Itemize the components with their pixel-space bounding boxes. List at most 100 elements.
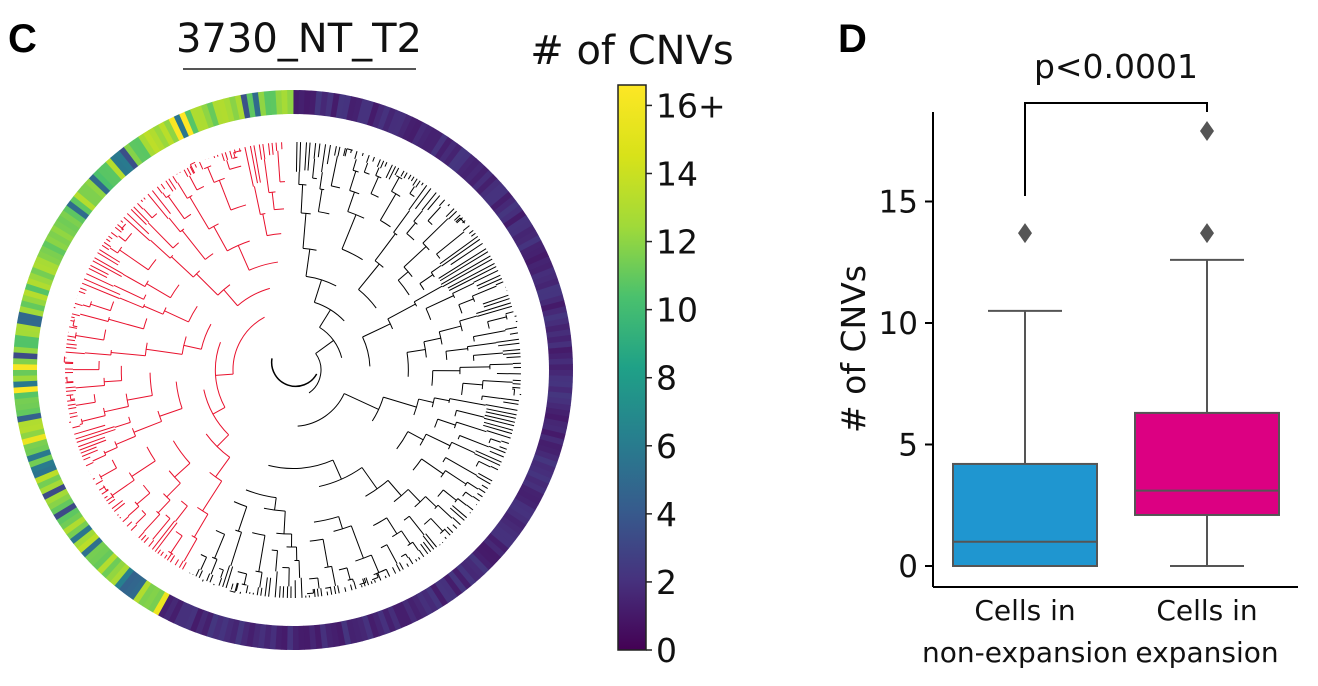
- tree-leaf-branch: [260, 587, 263, 596]
- cnv-ring-cell: [234, 94, 246, 120]
- cnv-ring-cell: [438, 577, 458, 601]
- cnv-ring-cell: [66, 200, 90, 220]
- tree-leaf-branch: [195, 568, 200, 577]
- tree-stem: [157, 499, 171, 514]
- cnv-ring-cell: [366, 101, 380, 127]
- cnv-ring-cell: [53, 502, 77, 521]
- tree-stem: [106, 488, 109, 491]
- tree-stem: [189, 164, 196, 174]
- tree-stem: [243, 573, 248, 585]
- tree-arc: [409, 193, 415, 197]
- tree-stem: [79, 423, 83, 425]
- cnv-ring-cell: [425, 586, 444, 610]
- colorbar-tick-label: 2: [656, 563, 677, 602]
- cnv-ring-cell: [56, 506, 80, 525]
- cnv-ring-cell: [73, 191, 97, 211]
- tree-arc: [143, 318, 148, 330]
- tree-stem: [274, 497, 277, 511]
- tree-leaf-branch: [120, 220, 124, 223]
- tree-leaf-branch: [422, 541, 432, 553]
- tree-leaf-branch: [408, 185, 428, 211]
- tree-arc: [297, 393, 345, 427]
- tree-stem: [218, 180, 232, 211]
- tree-arc: [373, 517, 388, 527]
- cnv-ring-cell: [439, 140, 458, 164]
- significance-bracket: p<0.0001: [1024, 47, 1208, 196]
- tree-leaf-branch: [385, 569, 391, 577]
- tree-arc: [308, 353, 322, 394]
- cnv-ring-cell: [97, 165, 119, 188]
- cnv-ring-cell: [17, 311, 43, 323]
- cnv-ring-cell: [59, 209, 84, 229]
- cnv-ring-cell: [13, 390, 39, 400]
- cnv-ring-cell: [23, 288, 49, 302]
- cnv-ring-cell: [53, 219, 78, 238]
- tree-stem: [147, 222, 174, 249]
- tree-arc: [396, 431, 409, 450]
- tree-leaf-branch: [444, 528, 451, 536]
- tree-leaf-branch: [140, 534, 147, 541]
- tree-arc: [168, 550, 174, 555]
- tree-leaf-branch: [130, 524, 138, 531]
- cnv-ring-cell: [351, 617, 363, 643]
- tree-stem: [343, 393, 379, 410]
- cnv-ring-cell: [538, 289, 563, 302]
- tree-stem: [434, 397, 450, 402]
- tree-stem: [214, 534, 226, 559]
- tree-leaf-branch: [473, 269, 499, 283]
- tree-stem: [363, 162, 369, 173]
- cnv-ring-cell: [443, 573, 463, 597]
- tree-leaf-branch: [299, 142, 302, 172]
- tree-leaf-branch: [316, 588, 319, 597]
- tree-arc: [371, 576, 379, 581]
- tree-stem: [437, 418, 456, 426]
- tree-leaf-branch: [72, 425, 81, 429]
- tree-arc: [229, 590, 236, 593]
- cnv-ring-cell: [157, 594, 175, 619]
- y-tick-label: 0: [898, 549, 918, 585]
- tree-stem: [445, 457, 478, 477]
- cnv-ring-cell: [76, 532, 100, 553]
- cnv-ring-cell: [73, 528, 96, 549]
- tree-leaf-branch: [130, 209, 147, 225]
- cnv-ring-cell: [524, 474, 549, 490]
- colorbar-tick-label: 6: [656, 427, 677, 466]
- tree-leaf-branch: [69, 415, 78, 418]
- tree-stem: [451, 441, 475, 454]
- cnv-ring-cell: [303, 90, 312, 115]
- tree-leaf-branch: [279, 586, 281, 598]
- tree-stem: [425, 433, 451, 447]
- tree-leaf-branch: [321, 144, 327, 173]
- tree-stem: [489, 363, 513, 366]
- tree-leaf-branch: [418, 557, 421, 560]
- cnv-ring-cell: [246, 92, 257, 118]
- tree-leaf-branch: [400, 170, 405, 177]
- cnv-ring-cell: [308, 625, 317, 650]
- tree-leaf-branch: [392, 567, 397, 574]
- tree-leaf-branch: [445, 208, 455, 218]
- tree-arc: [245, 489, 277, 499]
- tree-leaf-branch: [337, 146, 341, 157]
- cnv-ring-cell: [84, 540, 107, 562]
- tree-leaf-branch: [420, 543, 429, 555]
- cnv-ring-cell: [340, 94, 352, 120]
- tree-arc: [412, 458, 422, 471]
- cnv-ring-cell: [56, 214, 81, 233]
- tree-leaf-branch: [334, 146, 337, 156]
- tree-leaf-branch: [485, 411, 516, 419]
- tree-leaf-branch: [438, 199, 446, 207]
- tree-stem: [445, 348, 468, 352]
- cnv-ring-cell: [13, 369, 38, 376]
- cnv-ring-cell: [506, 215, 530, 234]
- tree-stem: [462, 382, 483, 386]
- cnv-ring-cell: [84, 177, 107, 199]
- cnv-ring-cell: [178, 603, 194, 629]
- tree-stem: [82, 304, 90, 308]
- tree-leaf-branch: [225, 566, 234, 589]
- tree-stem: [164, 310, 189, 323]
- cnv-ring-cell: [377, 105, 392, 131]
- tree-arc: [472, 336, 475, 342]
- tree-leaf-branch: [456, 217, 463, 224]
- tree-stem: [387, 303, 416, 320]
- tree-leaf-branch: [469, 512, 471, 514]
